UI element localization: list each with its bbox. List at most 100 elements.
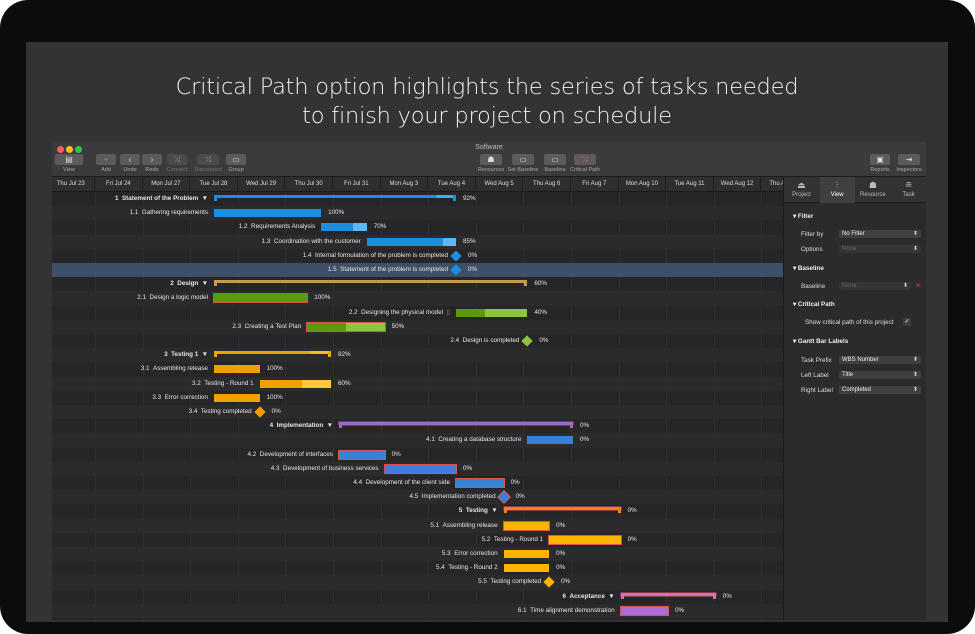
critical-path-section-header[interactable]: ▾ Critical Path [793, 301, 835, 308]
task-bar[interactable] [455, 479, 504, 487]
task-row[interactable]: 1.2 Requirements Analysis 70% [52, 220, 783, 234]
baseline-select[interactable]: None [839, 282, 911, 290]
task-row[interactable]: 5.2 Testing - Round 1 0% [52, 533, 783, 547]
note-icon[interactable]: ▯ [446, 308, 450, 316]
task-row[interactable]: 2.2 Designing the physical model ▯ 40% [52, 306, 783, 320]
task-row[interactable]: 1 Statement of the Problem ▼ 92% [52, 192, 783, 206]
task-row[interactable]: 3.2 Testing - Round 1 60% [52, 376, 783, 391]
collapse-triangle-icon[interactable]: ▼ [201, 195, 208, 202]
task-bar[interactable] [214, 294, 308, 303]
tab-project[interactable]: ⏏ Project [784, 177, 819, 203]
milestone-diamond[interactable] [521, 335, 534, 347]
task-row[interactable]: 4.3 Development of business services 0% [52, 461, 783, 476]
task-row[interactable]: 5.1 Assembling release 0% [52, 518, 783, 533]
task-row[interactable]: 6.1 Time alignment demonstration 0% [52, 603, 783, 618]
task-bar[interactable] [214, 365, 260, 374]
close-button[interactable] [57, 146, 64, 153]
minimize-button[interactable] [66, 146, 73, 153]
add-button[interactable]: + [96, 154, 116, 165]
milestone-diamond[interactable] [253, 406, 266, 418]
left-label-select[interactable]: Title [839, 371, 921, 379]
milestone-diamond[interactable] [450, 264, 462, 276]
view-button[interactable]: ▤ [55, 154, 83, 165]
milestone-diamond[interactable] [497, 491, 510, 503]
task-bar[interactable] [214, 393, 260, 402]
task-row[interactable]: 5.5 Testing completed 0% [52, 575, 783, 590]
options-select[interactable]: None [839, 245, 921, 253]
collapse-triangle-icon[interactable]: ▼ [201, 280, 208, 288]
zoom-button[interactable] [75, 146, 82, 153]
task-bar[interactable] [214, 209, 322, 218]
task-bar[interactable] [384, 464, 456, 473]
summary-bar[interactable] [338, 422, 573, 429]
task-row[interactable]: 3.3 Error correction 100% [52, 391, 783, 405]
milestone-diamond[interactable] [450, 250, 462, 262]
task-row[interactable]: 4.5 Implementation completed 0% [52, 490, 783, 505]
task-row[interactable]: 3.1 Assembling release 100% [52, 362, 783, 376]
task-label: 3.1 Assembling release [141, 362, 208, 376]
task-row[interactable]: 1.4 Internal formulation of the problem … [52, 249, 783, 263]
filter-section-header[interactable]: ▾ Filter [793, 213, 814, 220]
task-row[interactable]: 2.1 Design a logic model 100% [52, 291, 783, 306]
toolbar: Software ▤ View + Add ‹ Undo › Redo ⤨ Connect ⤨ Dis… [52, 142, 926, 177]
task-row[interactable]: 4.4 Development of the client side 0% [52, 476, 783, 490]
task-row[interactable]: 5 Testing ▼ 0% [52, 504, 783, 518]
task-bar[interactable] [527, 436, 573, 445]
task-row[interactable]: 3.4 Testing completed 0% [52, 405, 783, 420]
baseline-section-header[interactable]: ▾ Baseline [793, 265, 824, 272]
gantt-chart[interactable]: 1 Statement of the Problem ▼ 92% 1.1 Gathe… [52, 192, 810, 620]
task-bar[interactable] [503, 521, 550, 530]
task-bar[interactable] [503, 550, 550, 558]
task-bar[interactable] [620, 606, 669, 615]
task-row[interactable]: 5.3 Error correction 0% [52, 547, 783, 562]
tab-task[interactable]: ≘ Task [891, 177, 926, 203]
task-bar[interactable] [338, 450, 385, 459]
task-row[interactable]: 5.4 Testing - Round 2 0% [52, 561, 783, 575]
collapse-triangle-icon[interactable]: ▼ [326, 422, 333, 430]
task-row[interactable]: 1.5 Statement of the problem is complete… [52, 263, 783, 278]
tab-view[interactable]: ⫶ View [819, 177, 855, 203]
reports-button[interactable]: ▣ [870, 154, 890, 165]
task-bar[interactable] [366, 237, 456, 246]
task-row[interactable]: 1.3 Coordination with the customer 85% [52, 234, 783, 249]
bar-labels-section-header[interactable]: ▾ Gantt Bar Labels [793, 338, 849, 345]
resources-button[interactable]: ☗ [480, 154, 502, 165]
task-row[interactable]: 3 Testing 1 ▼ 82% [52, 348, 783, 363]
undo-button[interactable]: ‹ [120, 154, 140, 165]
task-bar[interactable] [259, 379, 331, 388]
tab-resource[interactable]: ☗ Resource [855, 177, 890, 203]
summary-bar[interactable] [214, 351, 332, 358]
group-button[interactable]: ▭ [226, 154, 246, 165]
baseline-button[interactable]: ▭ [544, 154, 566, 165]
summary-bar[interactable] [503, 507, 621, 514]
filter-by-select[interactable]: No Filter [839, 230, 921, 238]
milestone-diamond[interactable] [543, 576, 555, 589]
redo-button[interactable]: › [142, 154, 162, 165]
inspectors-button[interactable]: ⇥ [898, 154, 920, 165]
clear-baseline-icon[interactable]: ✕ [915, 281, 922, 290]
task-bar[interactable] [455, 308, 528, 317]
task-row[interactable]: 4 Implementation ▼ 0% [52, 419, 783, 433]
show-critical-path-checkbox[interactable]: ✓ [903, 318, 911, 326]
task-row[interactable]: 4.1 Creating a database structure 0% [52, 433, 783, 448]
summary-bar[interactable] [620, 592, 716, 599]
task-bar[interactable] [321, 223, 367, 232]
collapse-triangle-icon[interactable]: ▼ [491, 507, 498, 515]
task-row[interactable]: 2 Design ▼ 60% [52, 277, 783, 291]
task-row[interactable]: 6 Acceptance ▼ 0% [52, 590, 783, 604]
collapse-triangle-icon[interactable]: ▼ [608, 592, 615, 600]
critical-path-button[interactable]: ⤨ [574, 154, 596, 165]
summary-bar[interactable] [214, 195, 456, 201]
task-prefix-select[interactable]: WBS Number [839, 356, 921, 364]
set-baseline-button[interactable]: ▭ [512, 154, 534, 165]
summary-bar[interactable] [214, 280, 528, 287]
task-row[interactable]: 4.2 Development of interfaces 0% [52, 448, 783, 462]
task-row[interactable]: 1.1 Gathering requirements 100% [52, 206, 783, 221]
task-row[interactable]: 2.4 Design is completed 0% [52, 334, 783, 348]
task-bar[interactable] [549, 535, 621, 544]
collapse-triangle-icon[interactable]: ▼ [201, 351, 208, 359]
task-bar[interactable] [503, 564, 550, 573]
task-row[interactable]: 2.3 Creating a Test Plan 50% [52, 319, 783, 334]
right-label-select[interactable]: Completed [839, 386, 921, 394]
task-bar[interactable] [307, 322, 385, 331]
